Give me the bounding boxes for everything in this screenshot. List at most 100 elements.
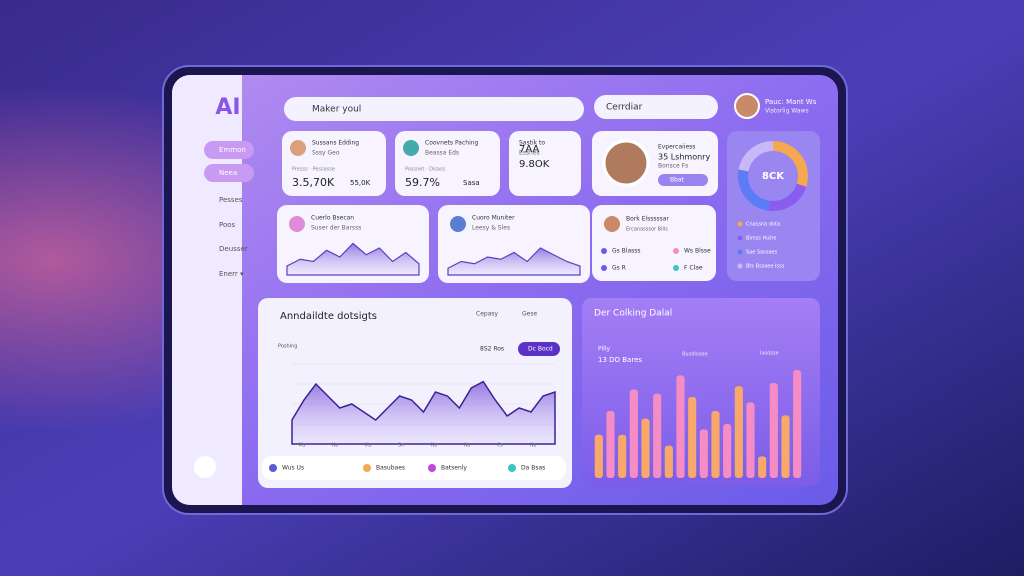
card-title: Bork Elsssssar <box>626 216 669 223</box>
card-title: Sastik to <box>519 140 545 147</box>
bar <box>734 386 743 478</box>
card-subtitle: Leesy & Sles <box>472 225 510 232</box>
list-row: F Clae <box>684 265 703 272</box>
card-subtitle: Ercanasssor Bills <box>626 227 668 233</box>
bar <box>618 434 627 478</box>
avatar <box>403 140 419 156</box>
bar <box>769 382 778 478</box>
search-text: Maker youl <box>312 105 361 115</box>
donut-segment <box>738 169 771 211</box>
avatar <box>450 216 466 232</box>
x-tick-label: Ns <box>332 443 339 449</box>
list-icon <box>673 248 679 254</box>
chart-note: Busdlosee <box>682 352 708 358</box>
avatar <box>604 216 620 232</box>
donut-segment <box>772 141 808 187</box>
card-value: 9.8OK <box>519 159 550 170</box>
legend-dot <box>428 464 436 472</box>
list-row: Ws Blsse <box>684 248 711 255</box>
card-value: 35 Lshmonry <box>658 153 710 162</box>
bar <box>606 411 615 478</box>
card-title: Cuoro Muniter <box>472 215 515 222</box>
bar <box>594 434 603 478</box>
card-subtitle: Beassa Eds <box>425 150 459 157</box>
search-box[interactable] <box>284 97 584 121</box>
chart-label: 13 DO Bares <box>598 356 642 364</box>
search-box-2[interactable] <box>594 95 718 119</box>
nav-item: Poos <box>219 221 236 229</box>
nav-item: Pesses <box>219 196 243 204</box>
area-series <box>291 380 556 445</box>
nav-item: Enerr ▾ <box>219 270 244 278</box>
bar <box>723 424 732 478</box>
bar <box>746 402 755 478</box>
wave-area <box>286 242 420 276</box>
tab: Cepasy <box>476 311 498 318</box>
bar <box>793 370 802 478</box>
legend-entry: Basubaes <box>376 465 405 472</box>
x-tick-label: Ms <box>365 443 372 449</box>
donut-segment <box>768 183 807 211</box>
nav-pill[interactable] <box>204 141 254 159</box>
legend-dot <box>269 464 277 472</box>
bar <box>676 375 685 478</box>
legend-entry: Cnassna dota <box>746 222 780 228</box>
x-tick-label: Ns <box>431 443 438 449</box>
x-tick-label: Cs <box>497 443 503 449</box>
settings-button[interactable] <box>194 456 216 478</box>
button-label: Dc Bocd <box>528 346 553 353</box>
list-icon <box>673 265 679 271</box>
nav-item: Neea <box>219 169 237 177</box>
bar <box>664 445 673 478</box>
card-subtitle: Sssy Geo <box>312 150 340 157</box>
chart-button[interactable] <box>518 342 560 356</box>
card-value: 7AA <box>519 144 539 155</box>
profile-sub: Vistorlig Waws <box>765 108 809 115</box>
x-tick-label: Ns <box>464 443 471 449</box>
list-icon <box>601 248 607 254</box>
axis-label: Poshing <box>278 344 297 350</box>
legend-entry: Bimss Hutre <box>746 236 776 242</box>
x-tick-label: Ms <box>299 443 306 449</box>
bar <box>629 389 638 478</box>
avatar <box>734 93 760 119</box>
profile-name: Pauc: Mant Ws <box>765 98 817 106</box>
nav-item: Deusser <box>219 245 248 253</box>
chart-note: 8S2 Ros <box>480 346 504 353</box>
card-title: Sussans Edding <box>312 140 359 147</box>
bar <box>688 397 697 478</box>
legend-bar <box>262 456 566 480</box>
list-icon <box>601 265 607 271</box>
legend-dot <box>508 464 516 472</box>
bar <box>781 415 790 478</box>
chart-label: Pilly <box>598 346 610 353</box>
card-footer: Possnet · Disass <box>405 167 446 173</box>
legend-dot <box>737 263 743 269</box>
bar <box>758 456 767 478</box>
legend-dot <box>737 221 743 227</box>
legend-dot <box>363 464 371 472</box>
legend-dot <box>737 249 743 255</box>
nav-pill[interactable] <box>204 164 254 182</box>
wave-area <box>447 247 581 276</box>
tab: Gese <box>522 311 537 318</box>
bar <box>653 393 662 478</box>
profile-button[interactable] <box>658 174 708 186</box>
chart-title: Anndaildte dotsigts <box>280 311 377 322</box>
search-text: Cerrdiar <box>606 103 643 113</box>
card-subtitle: Bonsce Fs <box>658 163 688 170</box>
card-title: Cuerlo Bsecan <box>311 215 354 222</box>
list-row: Gs Blasss <box>612 248 641 255</box>
stat-card <box>395 131 500 196</box>
list-card <box>592 205 716 281</box>
list-row: Gs R <box>612 265 626 272</box>
card-subtitle: Suser der Barsss <box>311 225 361 232</box>
chart-title: Der Colking Dalal <box>594 309 672 319</box>
card-title: Coovnets Paching <box>425 140 479 147</box>
legend-dot <box>737 235 743 241</box>
bar <box>711 411 720 478</box>
legend-entry: Wus Us <box>282 465 304 472</box>
card-value: 55,0K <box>350 179 371 187</box>
stat-card <box>509 131 581 196</box>
